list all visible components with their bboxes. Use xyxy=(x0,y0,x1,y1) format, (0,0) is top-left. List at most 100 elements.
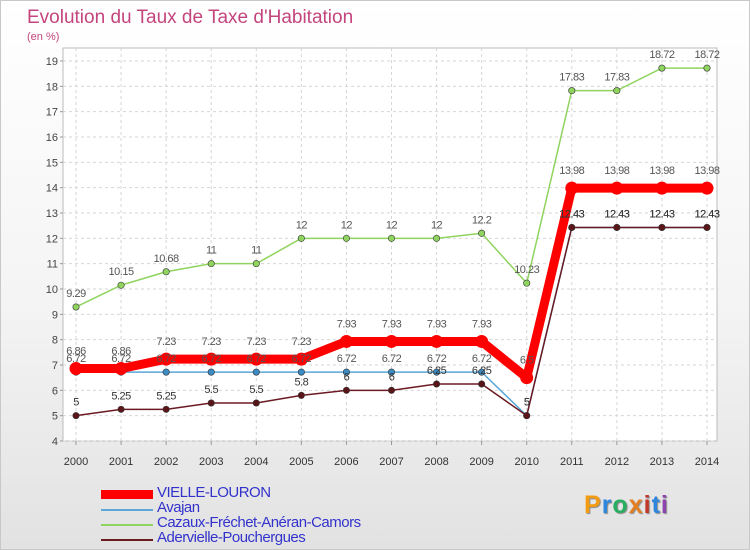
data-label: 7.23 xyxy=(247,336,267,348)
data-point xyxy=(69,362,83,376)
data-label: 12.43 xyxy=(604,208,629,220)
x-tick-label: 2000 xyxy=(64,456,88,468)
data-point xyxy=(114,362,128,376)
data-label: 13.98 xyxy=(694,165,719,177)
x-tick-label: 2008 xyxy=(424,456,448,468)
data-point xyxy=(162,368,170,376)
y-tick-label: 12 xyxy=(46,233,58,245)
data-label: 6.5 xyxy=(520,355,534,367)
data-point xyxy=(385,334,398,348)
data-point xyxy=(297,391,305,399)
data-label: 6.72 xyxy=(382,353,402,365)
data-label: 12 xyxy=(431,219,443,231)
data-label: 5 xyxy=(524,397,530,409)
data-label: 6.72 xyxy=(337,353,357,365)
data-label: 11 xyxy=(251,245,262,257)
data-label: 6.72 xyxy=(66,353,86,365)
data-point xyxy=(520,371,534,385)
y-tick-label: 5 xyxy=(52,411,58,423)
data-point xyxy=(568,87,576,95)
data-label: 17.83 xyxy=(559,72,584,84)
data-label: 17.83 xyxy=(604,72,629,84)
data-point xyxy=(342,234,350,242)
data-point xyxy=(658,223,666,231)
data-label: 6.72 xyxy=(247,353,267,365)
y-tick-label: 18 xyxy=(46,81,58,93)
data-label: 7.23 xyxy=(202,336,222,348)
data-point xyxy=(703,223,711,231)
data-label: 13.98 xyxy=(559,165,584,177)
data-label: 5.25 xyxy=(156,390,176,402)
x-tick-label: 2011 xyxy=(560,456,584,468)
data-label: 11 xyxy=(206,245,217,257)
data-label: 12.43 xyxy=(649,208,674,220)
x-tick-label: 2004 xyxy=(244,456,268,468)
legend-label: Adervielle-Pouchergues xyxy=(157,529,306,546)
data-point xyxy=(565,181,579,195)
data-label: 6.86 xyxy=(111,346,131,358)
data-point xyxy=(294,352,308,366)
data-label: 6 xyxy=(344,371,350,383)
data-label: 7.93 xyxy=(427,318,447,330)
data-label: 5 xyxy=(524,397,530,409)
plot-area xyxy=(62,47,718,442)
data-label: 13.98 xyxy=(649,165,674,177)
data-point xyxy=(433,368,441,376)
y-tick-label: 8 xyxy=(52,335,58,347)
data-point xyxy=(342,368,350,376)
data-label: 12 xyxy=(386,219,398,231)
data-label: 12 xyxy=(296,219,308,231)
data-point xyxy=(252,399,260,407)
data-point xyxy=(387,368,395,376)
legend-label: Avajan xyxy=(157,499,200,516)
data-point xyxy=(297,234,305,242)
data-point xyxy=(523,412,531,420)
data-label: 18.72 xyxy=(694,49,719,61)
x-tick-label: 2002 xyxy=(154,456,178,468)
data-point xyxy=(613,223,621,231)
x-tick-label: 2005 xyxy=(289,456,313,468)
y-tick-label: 19 xyxy=(46,56,58,68)
data-point xyxy=(162,405,170,413)
data-label: 5.8 xyxy=(294,376,308,388)
data-point xyxy=(342,386,350,394)
legend-label: Cazaux-Fréchet-Anéran-Camors xyxy=(157,514,361,531)
data-point xyxy=(159,352,173,366)
data-point xyxy=(387,386,395,394)
data-point xyxy=(72,303,80,311)
data-label: 7.93 xyxy=(382,318,402,330)
x-tick-label: 2014 xyxy=(695,456,719,468)
data-point xyxy=(700,181,714,195)
data-label: 7.93 xyxy=(472,318,492,330)
data-label: 10.68 xyxy=(154,253,179,265)
x-tick-label: 2003 xyxy=(199,456,223,468)
data-point xyxy=(475,334,489,348)
data-point xyxy=(297,368,305,376)
data-label: 10.23 xyxy=(514,264,539,276)
y-tick-label: 13 xyxy=(46,208,58,220)
data-label: 5.5 xyxy=(249,384,263,396)
data-point xyxy=(478,380,486,388)
data-label: 6.72 xyxy=(472,353,492,365)
y-tick-label: 17 xyxy=(46,107,58,119)
y-tick-label: 4 xyxy=(52,436,58,448)
data-label: 7.23 xyxy=(156,336,176,348)
data-point xyxy=(433,380,441,388)
data-point xyxy=(252,260,260,268)
data-point xyxy=(523,279,531,287)
data-label: 13.98 xyxy=(604,165,629,177)
x-tick-label: 2009 xyxy=(469,456,493,468)
data-label: 6.86 xyxy=(66,346,86,358)
data-point xyxy=(703,64,711,72)
legend-swatch xyxy=(101,539,153,541)
data-label: 12 xyxy=(341,219,353,231)
legend-swatch xyxy=(101,490,153,499)
data-point xyxy=(72,412,80,420)
data-point xyxy=(117,281,125,289)
x-tick-label: 2007 xyxy=(379,456,403,468)
data-point xyxy=(207,260,215,268)
chart-unit-label: (en %) xyxy=(27,31,60,43)
data-label: 6.25 xyxy=(472,365,492,377)
